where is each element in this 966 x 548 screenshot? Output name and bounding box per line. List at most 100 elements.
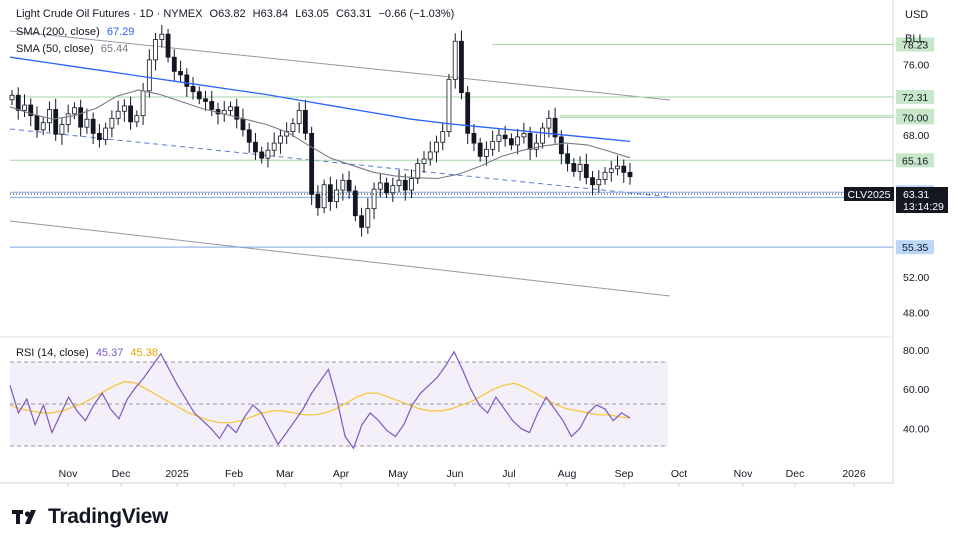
candle-up	[153, 39, 158, 61]
symbol-title: Light Crude Oil Futures · 1D · NYMEX	[16, 8, 203, 20]
candle-up	[521, 132, 527, 138]
candle-down	[477, 142, 483, 157]
price-tick-label: 48.00	[903, 307, 929, 319]
sma50-line	[9, 89, 631, 180]
candle-down	[178, 70, 183, 76]
symbol-tag-text: CLV2025	[847, 189, 890, 201]
candle-up	[109, 117, 115, 129]
time-tick-label: Oct	[671, 468, 687, 480]
price-tick-label: 52.00	[903, 272, 929, 284]
candle-down	[459, 40, 464, 94]
candle-up	[396, 179, 402, 187]
time-axis[interactable]: Nov Dec 2025 Feb Mar Apr May Jun Jul Aug Sep Oct Nov…	[59, 468, 866, 487]
candle-up	[59, 124, 65, 135]
level-label-box	[896, 153, 934, 168]
candle-down	[527, 132, 533, 150]
candle-down	[234, 106, 240, 120]
time-tick-label: Dec	[786, 468, 805, 480]
sma200-value: 67.29	[106, 26, 135, 38]
candle-up	[496, 134, 502, 142]
candle-down	[502, 134, 508, 140]
candle-up	[290, 123, 296, 132]
ohlc-open: O63.82	[209, 8, 246, 20]
candle-up	[140, 90, 146, 117]
candle-up	[278, 135, 283, 144]
sma200-legend[interactable]: SMA (200, close) 67.29	[16, 25, 138, 39]
candle-up	[121, 105, 127, 112]
candles	[9, 24, 633, 237]
candle-down	[190, 86, 196, 93]
candle-down	[259, 151, 265, 159]
candle-down	[627, 171, 633, 178]
candle-up	[365, 208, 371, 228]
price-tick-label: 76.00	[903, 59, 929, 71]
channel-upper-line	[9, 30, 671, 101]
candle-down	[508, 138, 514, 146]
candle-up	[103, 127, 109, 140]
sma50-label: SMA (50, close)	[16, 43, 94, 55]
rsi-axis[interactable]: 80.00 60.00 40.00	[903, 345, 929, 436]
candle-up	[84, 118, 90, 128]
time-tick-label: Dec	[112, 468, 131, 480]
candle-down	[302, 109, 308, 134]
time-tick-label: 2025	[165, 468, 189, 480]
time-tick-label: 2026	[842, 468, 866, 480]
time-tick-label: May	[388, 468, 409, 480]
price-tick-label: 68.00	[903, 130, 929, 142]
candle-up	[228, 106, 233, 111]
time-tick-label: Nov	[59, 468, 78, 480]
candle-up	[596, 179, 602, 186]
candle-down	[352, 190, 358, 217]
candle-down	[15, 94, 21, 111]
rsi-line	[9, 350, 631, 450]
candle-down	[184, 74, 190, 87]
time-tick-label: Nov	[734, 468, 753, 480]
rsi-legend[interactable]: RSI (14, close) 45.37 45.38	[16, 346, 162, 360]
candle-down	[28, 104, 34, 117]
rsi-ma-value: 45.38	[130, 347, 158, 359]
time-tick-label: Mar	[276, 468, 295, 480]
unit-button[interactable]: BLL	[905, 33, 925, 45]
candle-up	[146, 59, 152, 92]
candle-up	[65, 113, 71, 125]
candle-up	[484, 148, 489, 157]
rsi-tick-label: 60.00	[903, 384, 929, 396]
candle-up	[546, 117, 552, 129]
currency-button[interactable]: USD	[905, 9, 929, 21]
level-label: 55.35	[902, 242, 928, 254]
candle-up	[265, 149, 271, 159]
symbol-legend[interactable]: Light Crude Oil Futures · 1D · NYMEX O63…	[16, 7, 458, 21]
candle-up	[47, 109, 52, 124]
candle-down	[171, 56, 177, 72]
candle-up	[602, 171, 608, 180]
candle-down	[571, 163, 577, 172]
candle-down	[346, 179, 352, 192]
candle-down	[621, 165, 627, 173]
candle-up	[615, 165, 620, 170]
candle-down	[196, 91, 202, 100]
candle-down	[558, 136, 564, 155]
level-label: 65.16	[902, 155, 928, 167]
price-axis[interactable]: 76.00 68.00 52.00 48.00	[903, 59, 929, 319]
tradingview-logo[interactable]: TradingView	[12, 505, 168, 529]
candle-up	[296, 109, 302, 125]
candle-up	[490, 140, 496, 150]
sma50-legend[interactable]: SMA (50, close) 65.44	[16, 42, 132, 56]
price-change: −0.66 (−1.03%)	[378, 8, 455, 20]
candle-down	[165, 33, 171, 58]
candle-down	[309, 132, 315, 195]
level-label: 78.23	[902, 40, 928, 52]
level-label: 70.00	[902, 112, 928, 124]
rsi-label: RSI (14, close)	[16, 347, 89, 359]
countdown-text: 13:14:29	[903, 201, 944, 213]
candle-up	[371, 188, 377, 210]
level-label-box	[896, 89, 934, 104]
candle-up	[134, 115, 140, 123]
tradingview-logo-icon	[12, 510, 36, 524]
candle-down	[590, 177, 595, 186]
sma50-value: 65.44	[100, 43, 129, 55]
brand-name: TradingView	[48, 505, 169, 528]
candle-down	[471, 132, 477, 144]
candle-up	[9, 94, 15, 101]
